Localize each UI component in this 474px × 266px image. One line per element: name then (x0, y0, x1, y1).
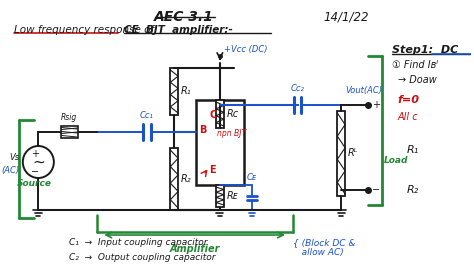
Text: +: + (31, 149, 39, 159)
Bar (337, 111, 345, 196)
Bar (170, 68, 178, 115)
Text: C: C (209, 110, 217, 120)
Text: +: + (372, 100, 380, 110)
Text: B: B (200, 125, 207, 135)
Text: ① Find Iʙᴵ: ① Find Iʙᴵ (392, 60, 438, 70)
Text: 14/1/22: 14/1/22 (323, 10, 369, 23)
Text: AEC 3.1: AEC 3.1 (154, 10, 214, 24)
Bar (196, 100, 244, 185)
Text: All c: All c (398, 112, 418, 122)
Text: → Doaw: → Doaw (398, 75, 436, 85)
Text: f=0: f=0 (398, 95, 419, 105)
Text: R₁: R₁ (181, 86, 191, 97)
Text: { (Block DC &
   allow AC): { (Block DC & allow AC) (292, 238, 355, 257)
Text: +Vcc (DC): +Vcc (DC) (224, 45, 267, 54)
Text: C₂  →  Output coupling capacitor: C₂ → Output coupling capacitor (69, 253, 216, 262)
Text: ~: ~ (32, 155, 45, 169)
Text: Source: Source (17, 180, 52, 189)
Text: Rsig: Rsig (61, 114, 78, 123)
Text: CE  BJT  amplifier:-: CE BJT amplifier:- (124, 25, 233, 35)
Text: R₂: R₂ (406, 185, 419, 195)
Text: Vout(AC): Vout(AC) (345, 86, 382, 95)
Text: Step1:  DC: Step1: DC (392, 45, 458, 55)
Text: R₁: R₁ (406, 145, 419, 155)
Text: E: E (209, 165, 216, 175)
Text: Rᴇ: Rᴇ (227, 191, 238, 201)
Circle shape (23, 146, 54, 178)
Text: Vs: Vs (10, 152, 20, 161)
Bar (216, 100, 224, 128)
Text: −: − (31, 167, 39, 177)
Bar (170, 148, 178, 210)
Text: Cc₂: Cc₂ (291, 84, 304, 93)
Text: Rᴄ: Rᴄ (227, 109, 239, 119)
Text: Cc₁: Cc₁ (140, 110, 154, 119)
Text: C₁  →  Input coupling capacitor: C₁ → Input coupling capacitor (69, 238, 208, 247)
Bar (216, 185, 224, 207)
Text: −: − (372, 185, 381, 195)
Text: Rᴸ: Rᴸ (348, 148, 358, 159)
Text: Low frequency response of: Low frequency response of (14, 25, 157, 35)
Text: Load: Load (384, 156, 409, 165)
Bar (61, 126, 78, 138)
Text: (AC): (AC) (2, 165, 20, 174)
Text: Cᴇ: Cᴇ (247, 173, 257, 182)
Text: npn BJT: npn BJT (217, 128, 246, 138)
Text: R₂: R₂ (181, 174, 191, 184)
Text: Amplifier: Amplifier (169, 244, 220, 254)
